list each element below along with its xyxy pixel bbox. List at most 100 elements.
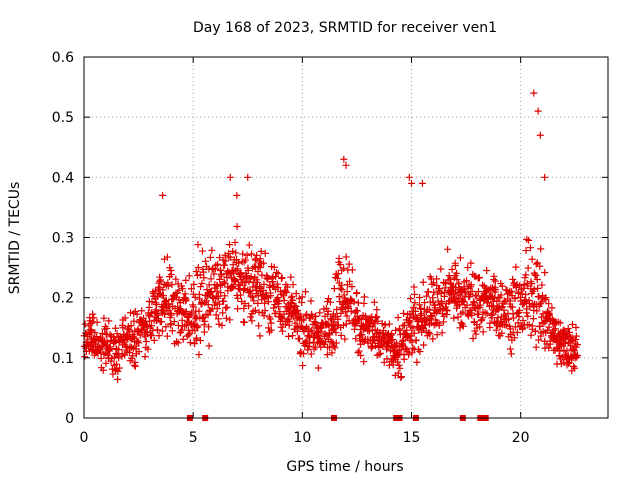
data-point	[476, 323, 484, 331]
data-point	[237, 291, 245, 299]
data-point	[217, 270, 225, 278]
data-point	[488, 310, 496, 318]
data-point	[292, 290, 300, 298]
data-point	[331, 344, 339, 352]
data-point	[207, 275, 215, 283]
data-point	[181, 309, 189, 317]
data-point	[251, 306, 259, 314]
data-point	[541, 269, 549, 277]
data-point	[245, 278, 253, 286]
data-point	[388, 330, 396, 338]
data-point	[299, 362, 307, 370]
data-point	[570, 347, 578, 355]
data-point	[237, 269, 245, 277]
data-point	[416, 293, 424, 301]
data-point	[300, 350, 308, 358]
data-point	[406, 295, 414, 303]
data-point	[330, 285, 338, 293]
data-point	[515, 312, 523, 320]
data-point	[216, 275, 224, 283]
data-point	[472, 330, 480, 338]
data-point	[153, 301, 161, 309]
data-point	[232, 249, 240, 257]
data-point	[360, 299, 368, 307]
y-tick-label: 0.4	[52, 170, 74, 186]
data-point	[535, 336, 543, 344]
data-point	[429, 335, 437, 343]
data-point	[182, 295, 190, 303]
data-point	[250, 297, 258, 305]
data-point	[347, 307, 355, 315]
data-point	[396, 364, 404, 372]
data-point	[345, 260, 353, 268]
data-point	[270, 304, 278, 312]
data-point	[479, 328, 487, 336]
data-point	[300, 316, 308, 324]
data-point	[256, 332, 264, 340]
data-point	[522, 291, 530, 299]
data-point	[396, 327, 404, 335]
data-point	[491, 277, 499, 285]
data-point	[229, 283, 237, 291]
data-point	[272, 269, 280, 277]
data-point	[274, 269, 282, 277]
data-point	[550, 326, 558, 334]
data-point	[143, 321, 151, 329]
data-point	[214, 260, 222, 268]
data-point	[405, 173, 413, 181]
data-point	[388, 336, 396, 344]
data-point	[402, 344, 410, 352]
data-point	[148, 298, 156, 306]
data-point	[253, 278, 261, 286]
data-point	[157, 276, 165, 284]
data-point	[198, 279, 206, 287]
data-point	[448, 266, 456, 274]
data-point	[342, 161, 350, 169]
data-point	[198, 247, 206, 255]
data-point	[385, 320, 393, 328]
data-point	[102, 359, 110, 367]
data-point	[373, 306, 381, 314]
data-point	[436, 285, 444, 293]
data-point	[469, 298, 477, 306]
data-point	[244, 173, 252, 181]
data-point	[464, 264, 472, 272]
data-point	[342, 298, 350, 306]
data-point	[131, 362, 139, 370]
data-point	[467, 259, 475, 267]
data-point	[513, 328, 521, 336]
data-point	[135, 339, 143, 347]
data-point	[530, 285, 538, 293]
data-point	[243, 251, 251, 259]
data-point	[346, 277, 354, 285]
data-point	[174, 321, 182, 329]
data-point	[116, 364, 124, 372]
data-point	[87, 320, 95, 328]
data-point	[493, 297, 501, 305]
data-point	[280, 297, 288, 305]
data-point	[394, 358, 402, 366]
data-point	[394, 314, 402, 322]
data-point	[81, 353, 89, 361]
data-point	[400, 355, 408, 363]
data-point	[261, 307, 269, 315]
data-point	[353, 319, 361, 327]
data-point	[267, 319, 275, 327]
data-point	[468, 288, 476, 296]
data-point	[154, 326, 162, 334]
data-point	[190, 280, 198, 288]
data-point	[371, 318, 379, 326]
data-point	[343, 312, 351, 320]
data-point	[152, 299, 160, 307]
data-point	[505, 315, 513, 323]
data-point	[317, 328, 325, 336]
data-point	[179, 335, 187, 343]
data-point	[186, 310, 194, 318]
data-point	[563, 347, 571, 355]
data-point	[294, 307, 302, 315]
data-point	[337, 331, 345, 339]
data-point	[283, 288, 291, 296]
data-point	[114, 367, 122, 375]
data-point	[450, 314, 458, 322]
